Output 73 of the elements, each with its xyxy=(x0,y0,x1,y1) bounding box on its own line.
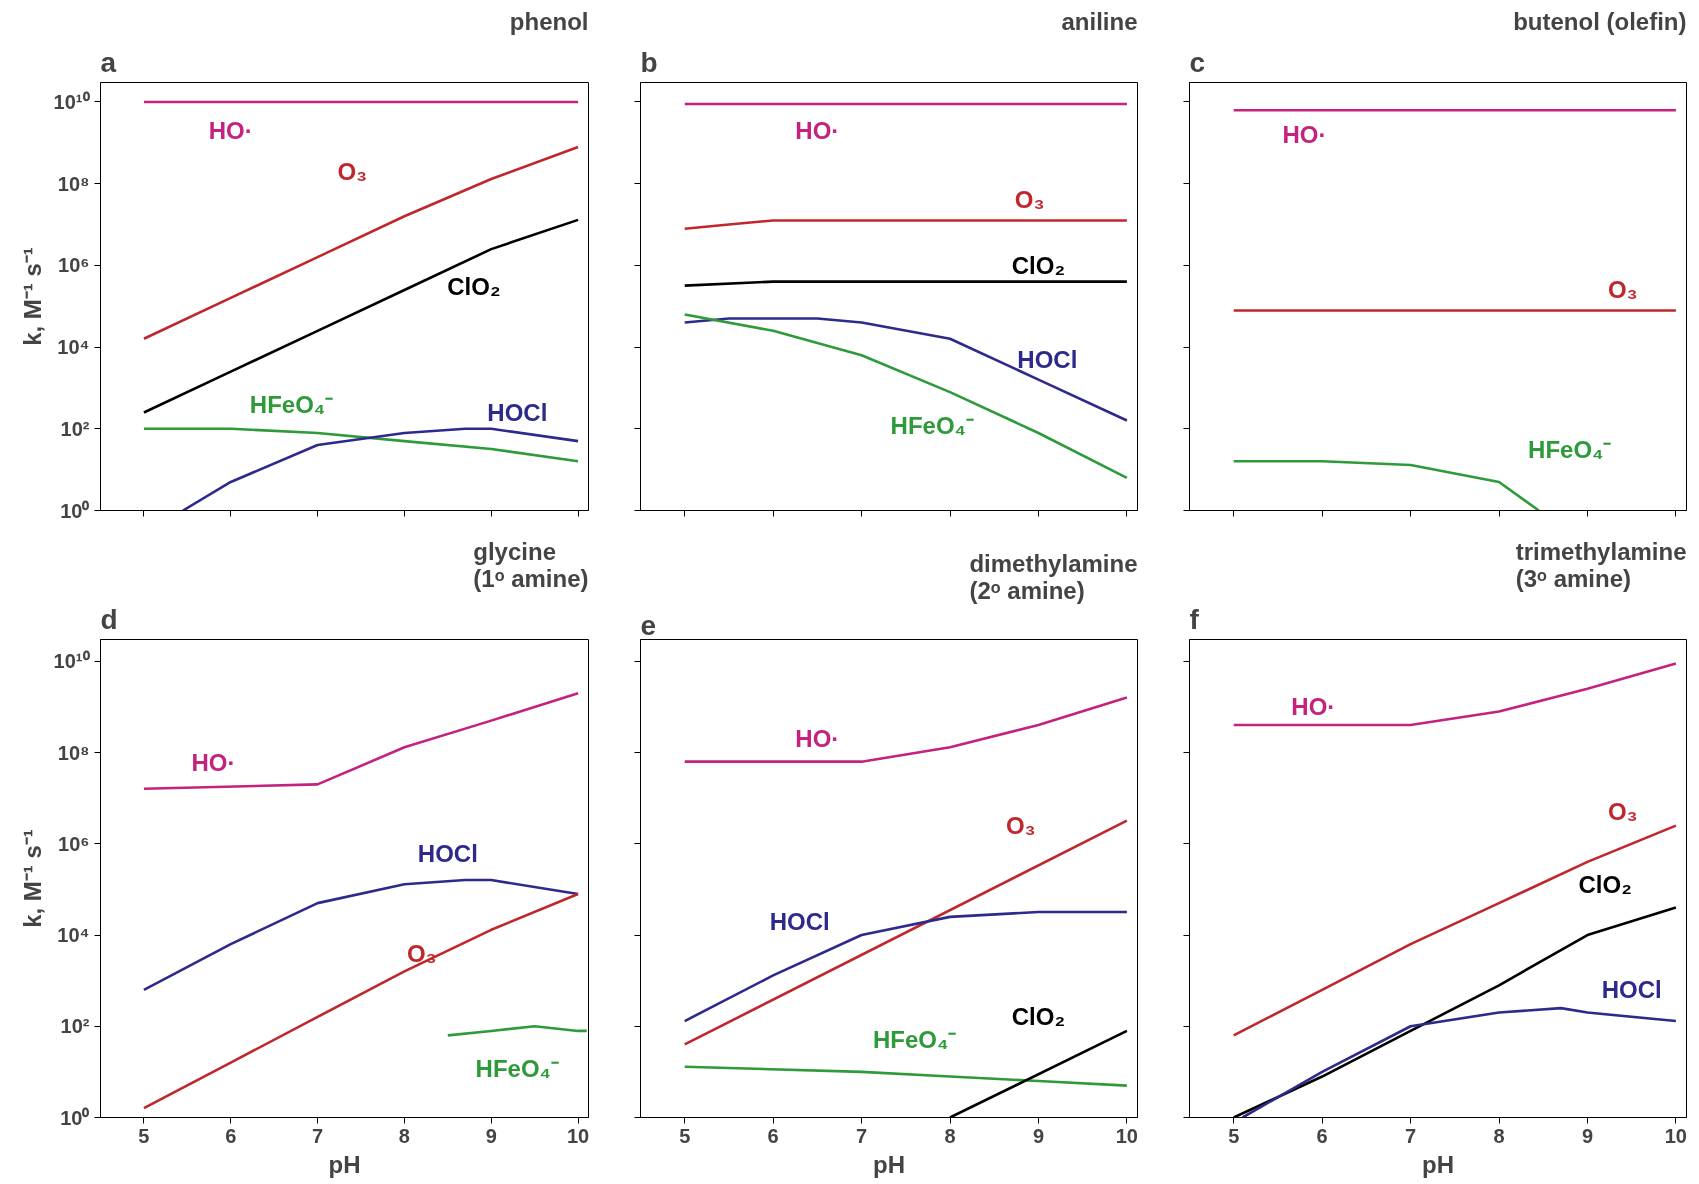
series-label: O₃ xyxy=(1607,798,1638,826)
y-tick-label: 10⁶ xyxy=(58,254,90,277)
x-tick-label: 10 xyxy=(1115,1124,1139,1147)
x-tick-label: 9 xyxy=(1581,1124,1594,1147)
y-tick-label: 10⁴ xyxy=(57,924,90,947)
x-tick-label: 5 xyxy=(1228,1124,1240,1147)
y-tick-label: 10⁸ xyxy=(57,172,90,195)
y-tick-label: 10⁶ xyxy=(58,832,90,855)
series-label: HFeO₄⁻ xyxy=(872,1026,957,1054)
text: f xyxy=(1189,603,1200,635)
y-tick-label: 10⁰ xyxy=(60,499,90,522)
series-label: HOCl xyxy=(769,907,830,935)
x-tick-label: 6 xyxy=(767,1124,779,1147)
x-tick-label: 8 xyxy=(1493,1124,1505,1147)
series-label: HOCl xyxy=(1017,345,1078,373)
chart-title: dimethylamine (2ᵒ amine) xyxy=(969,549,1138,604)
series-label: HOCl xyxy=(1601,976,1662,1004)
series-label: ClO₂ xyxy=(447,273,501,301)
series-label: O₃ xyxy=(1607,276,1638,304)
x-tick-label: 9 xyxy=(485,1124,497,1147)
chart-title: butenol (olefin) xyxy=(1513,7,1687,35)
series-label: ClO₂ xyxy=(1011,251,1066,279)
x-tick-label: 10 xyxy=(566,1124,590,1147)
series-label: O₃ xyxy=(406,939,437,967)
x-tick-label: 10 xyxy=(1664,1124,1688,1147)
series-label: HFeO₄⁻ xyxy=(475,1054,560,1082)
x-axis-title: pH xyxy=(873,1150,905,1178)
x-tick-label: 6 xyxy=(1316,1124,1328,1147)
x-tick-label: 8 xyxy=(944,1124,956,1147)
series-label: HO· xyxy=(1291,693,1336,721)
series-label: O₃ xyxy=(1005,812,1036,840)
series-label: O₃ xyxy=(337,157,368,185)
series-label: HO· xyxy=(795,117,840,145)
x-tick-label: 5 xyxy=(138,1124,150,1147)
x-tick-label: 6 xyxy=(225,1124,237,1147)
x-axis-title: pH xyxy=(1422,1150,1454,1178)
series-label: HOCl xyxy=(417,840,478,868)
y-axis-title: k, M⁻¹ s⁻¹ xyxy=(18,247,46,346)
chart-title: glycine (1ᵒ amine) xyxy=(473,537,589,592)
series-label: HOCl xyxy=(487,399,548,427)
y-axis-title: k, M⁻¹ s⁻¹ xyxy=(18,829,46,928)
series-label: HFeO₄⁻ xyxy=(249,390,334,418)
series-label: O₃ xyxy=(1014,186,1045,214)
x-axis-title: pH xyxy=(328,1150,361,1178)
chart-title: aniline xyxy=(1061,7,1138,35)
series-label: HO· xyxy=(208,117,253,145)
x-tick-label: 7 xyxy=(856,1124,868,1147)
series-label: HO· xyxy=(795,725,840,753)
series-label: HO· xyxy=(191,749,236,777)
y-tick-label: 10⁴ xyxy=(57,336,90,359)
series-label: ClO₂ xyxy=(1578,870,1632,898)
x-tick-label: 5 xyxy=(679,1124,691,1147)
chart-title: phenol xyxy=(509,7,589,35)
series-label: HO· xyxy=(1282,121,1327,148)
x-tick-label: 7 xyxy=(312,1124,324,1147)
text: a xyxy=(100,46,117,78)
y-tick-label: 10¹⁰ xyxy=(53,90,90,113)
x-tick-label: 7 xyxy=(1405,1124,1417,1147)
text: d xyxy=(100,603,118,635)
x-tick-label: 8 xyxy=(398,1124,410,1147)
series-label: HFeO₄⁻ xyxy=(890,412,975,440)
y-tick-label: 10¹⁰ xyxy=(53,650,90,673)
text: c xyxy=(1189,46,1206,78)
text: b xyxy=(640,46,658,78)
y-tick-label: 10⁰ xyxy=(60,1106,90,1129)
y-tick-label: 10² xyxy=(60,1015,90,1038)
chart-title: trimethylamine (3ᵒ amine) xyxy=(1515,537,1687,592)
annotation: e xyxy=(640,609,657,641)
x-tick-label: 9 xyxy=(1032,1124,1045,1147)
y-tick-label: 10² xyxy=(60,417,90,440)
series-label: HFeO₄⁻ xyxy=(1528,435,1612,463)
series-label: ClO₂ xyxy=(1011,1003,1066,1031)
y-tick-label: 10⁸ xyxy=(57,741,90,764)
